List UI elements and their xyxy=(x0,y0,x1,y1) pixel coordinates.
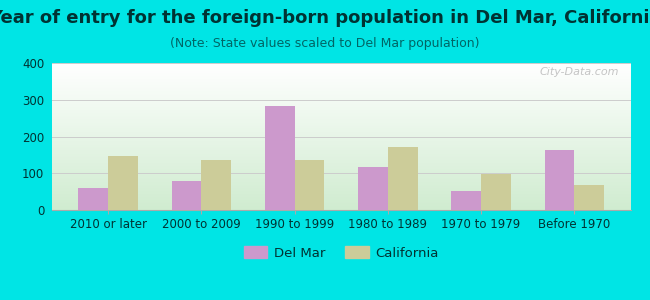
Bar xyxy=(108,156,138,210)
Bar xyxy=(294,160,324,210)
Bar xyxy=(265,106,294,210)
Bar xyxy=(172,181,202,210)
Bar xyxy=(388,147,418,210)
Text: Year of entry for the foreign-born population in Del Mar, California: Year of entry for the foreign-born popul… xyxy=(0,9,650,27)
Bar xyxy=(78,188,108,210)
Bar xyxy=(481,174,511,210)
Bar xyxy=(358,167,388,210)
Bar xyxy=(451,191,481,210)
Legend: Del Mar, California: Del Mar, California xyxy=(239,241,444,265)
Bar xyxy=(202,160,231,210)
Text: City-Data.com: City-Data.com xyxy=(540,68,619,77)
Text: (Note: State values scaled to Del Mar population): (Note: State values scaled to Del Mar po… xyxy=(170,38,480,50)
Bar xyxy=(545,151,575,210)
Bar xyxy=(575,185,604,210)
